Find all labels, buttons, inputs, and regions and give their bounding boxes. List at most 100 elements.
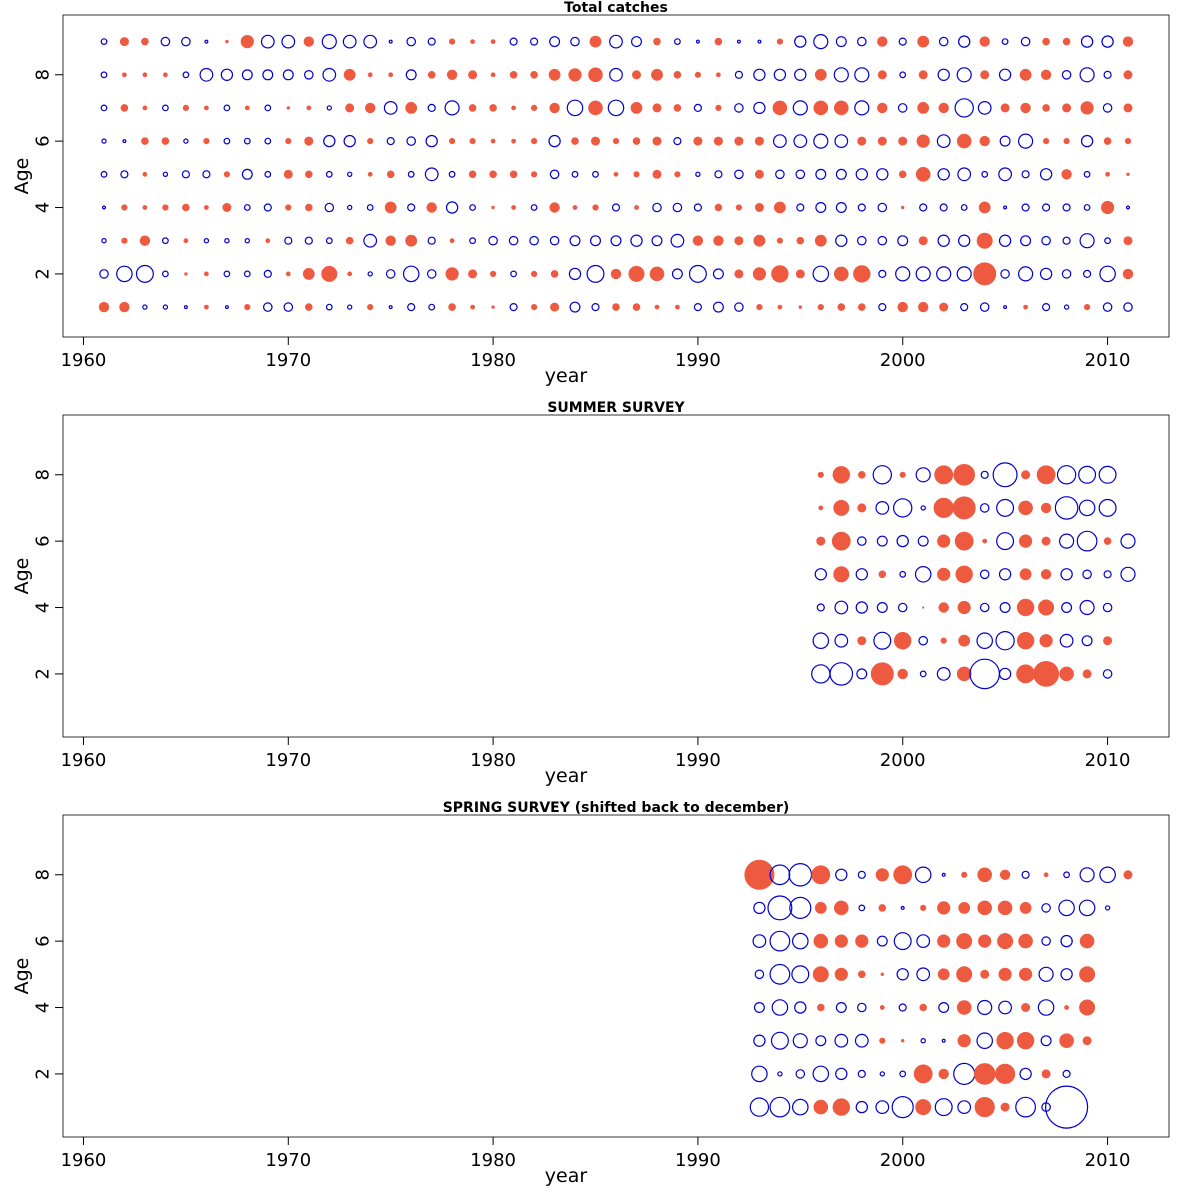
panel-3: SPRING SURVEY (shifted back to december)… — [11, 800, 1170, 1187]
bubble-negative — [488, 235, 498, 246]
bubble-negative — [812, 1065, 830, 1083]
bubble-positive — [673, 104, 682, 112]
bubble-negative — [769, 930, 791, 952]
bubble-negative — [383, 100, 398, 115]
bubble-positive — [1040, 502, 1052, 514]
bubble-positive — [530, 171, 538, 178]
bubble-positive — [1033, 661, 1060, 687]
bubble-positive — [997, 900, 1013, 916]
x-tick-label: 2010 — [1085, 1150, 1131, 1171]
bubble-positive — [571, 137, 579, 145]
bubble-positive — [304, 303, 313, 311]
y-tick-label: 2 — [33, 668, 54, 679]
bubble-negative — [342, 34, 357, 49]
bubble-positive — [997, 933, 1014, 950]
bubble-negative — [1076, 530, 1098, 552]
y-tick-label: 2 — [33, 268, 54, 279]
bubble-negative — [1082, 569, 1092, 580]
bubble-positive — [897, 301, 908, 313]
bubble-negative — [1079, 67, 1095, 83]
bubble-negative — [941, 1038, 946, 1043]
bubble-positive — [203, 304, 209, 310]
bubble-positive — [613, 171, 619, 177]
bubble-positive — [1103, 636, 1113, 646]
bubble-positive — [853, 265, 871, 283]
bubble-negative — [998, 1000, 1012, 1015]
bubble-positive — [509, 170, 518, 179]
bubble-negative — [996, 532, 1015, 551]
bubble-negative — [915, 467, 931, 483]
bubble-positive — [491, 205, 495, 210]
bubble-negative — [835, 234, 848, 247]
bubble-positive — [980, 969, 990, 979]
bubble-positive — [818, 505, 824, 511]
bubble-negative — [264, 137, 272, 145]
bubble-negative — [586, 264, 605, 283]
x-tick-label: 2000 — [880, 750, 926, 771]
bubble-negative — [241, 168, 253, 180]
bubble-positive — [470, 304, 475, 310]
bubble-positive — [1100, 200, 1115, 215]
bubble-negative — [854, 100, 870, 116]
x-tick-label: 1960 — [61, 1150, 107, 1171]
bubble-negative — [960, 204, 968, 211]
bubble-positive — [734, 269, 744, 279]
bubble-negative — [448, 170, 456, 178]
bubble-positive — [716, 72, 721, 78]
bubble-negative — [688, 264, 707, 283]
bubble-positive — [1021, 1002, 1031, 1012]
bubble-positive — [956, 1000, 972, 1015]
bubble-negative — [954, 98, 974, 118]
bubble-negative — [630, 234, 643, 247]
bubble-negative — [956, 67, 972, 83]
bubble-positive — [915, 167, 931, 182]
bubble-positive — [203, 205, 209, 210]
bubble-positive — [953, 463, 976, 486]
bubble-negative — [936, 134, 951, 149]
bubble-positive — [1083, 304, 1091, 311]
bubble-negative — [751, 1065, 768, 1083]
bubble-negative — [999, 135, 1011, 147]
bubble-negative — [101, 205, 106, 210]
bubble-negative — [670, 233, 685, 248]
bubble-positive — [918, 236, 928, 246]
bubble-negative — [1120, 533, 1136, 549]
bubble-negative — [995, 631, 1015, 651]
bubble-positive — [590, 136, 600, 146]
bubble-positive — [973, 1063, 996, 1085]
bubble-positive — [934, 465, 954, 485]
bubble-positive — [304, 136, 314, 146]
bubble-positive — [973, 262, 997, 286]
bubble-negative — [386, 137, 395, 146]
bubble-negative — [1078, 465, 1097, 484]
bubble-negative — [712, 268, 724, 280]
bubble-negative — [834, 600, 849, 615]
x-tick-label: 2000 — [880, 1150, 926, 1171]
bubble-positive — [119, 37, 129, 47]
bubble-negative — [324, 202, 335, 213]
bubble-positive — [875, 868, 889, 882]
bubble-negative — [674, 38, 681, 45]
bubble-negative — [856, 36, 867, 47]
bubble-positive — [509, 71, 518, 79]
bubble-positive — [814, 234, 827, 247]
bubble-positive — [244, 105, 250, 111]
bubble-positive — [490, 39, 496, 44]
bubble-negative — [406, 36, 416, 47]
bubble-positive — [449, 238, 455, 244]
bubble-negative — [142, 304, 148, 310]
bubble-negative — [1060, 968, 1073, 981]
bubble-negative — [1063, 871, 1070, 879]
bubble-negative — [937, 234, 950, 247]
bubble-positive — [996, 1031, 1014, 1050]
bubble-negative — [203, 237, 210, 244]
bubble-negative — [549, 36, 561, 48]
panel-2: SUMMER SURVEY 1960 1970 1980 1990 2000 2010 2 4 6… — [11, 400, 1170, 787]
bubble-negative — [953, 1062, 976, 1086]
bubble-negative — [284, 236, 293, 245]
bubble-positive — [974, 1096, 995, 1118]
bubble-positive — [958, 902, 971, 914]
bubble-positive — [610, 268, 622, 280]
bubble-positive — [654, 304, 660, 310]
